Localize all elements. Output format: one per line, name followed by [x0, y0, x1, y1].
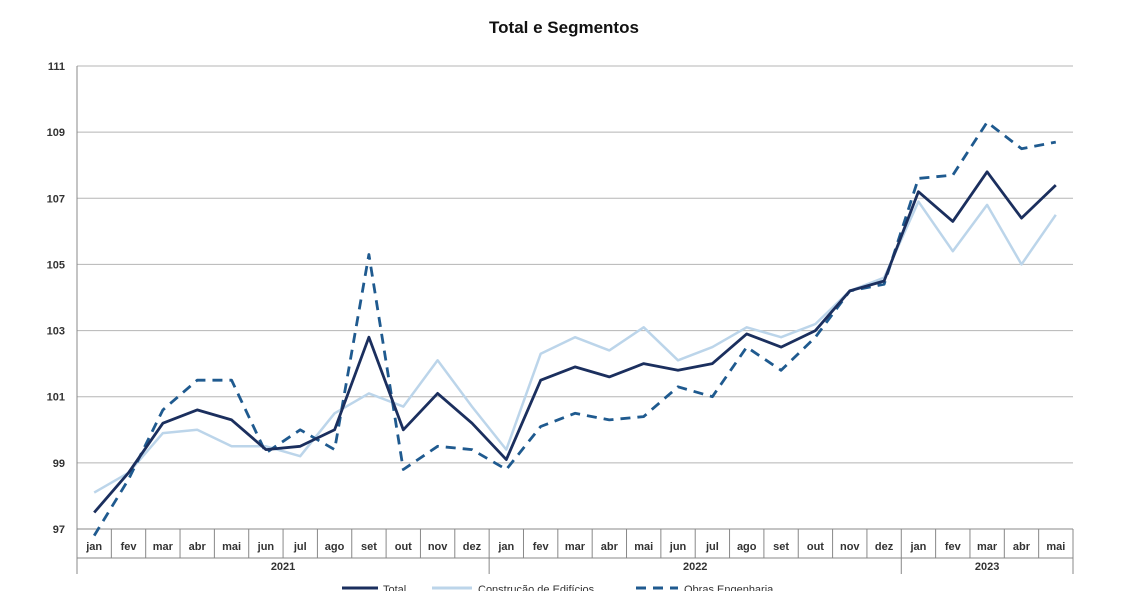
x-tick-label: fev: [121, 541, 138, 553]
y-tick-label: 107: [47, 193, 65, 205]
x-tick-label: out: [395, 541, 412, 553]
gridlines: [77, 65, 1073, 530]
year-label: 2021: [271, 561, 295, 573]
x-tick-label: jan: [85, 541, 102, 553]
year-label: 2022: [683, 561, 707, 573]
chart-title: Total e Segmentos: [489, 18, 639, 37]
x-tick-label: set: [361, 541, 377, 553]
y-tick-label: 97: [53, 524, 65, 536]
series-lines: [93, 120, 1057, 537]
x-tick-label: dez: [875, 541, 894, 553]
series-line-total: [93, 170, 1057, 514]
x-tick-label: abr: [601, 541, 619, 553]
legend-label: Obras Engenharia: [684, 584, 774, 591]
y-tick-label: 105: [47, 259, 65, 271]
x-tick-label: ago: [737, 541, 757, 553]
x-tick-label: jul: [705, 541, 719, 553]
x-tick-label: nov: [840, 541, 860, 553]
legend-label: Total: [383, 584, 406, 591]
x-tick-label: set: [773, 541, 789, 553]
y-tick-label: 111: [48, 61, 65, 73]
x-tick-label: mai: [222, 541, 241, 553]
x-tick-label: mar: [977, 541, 998, 553]
y-axis-ticks: 97 99 101 103 105 107 109 111: [47, 61, 65, 536]
x-tick-label: mai: [1046, 541, 1065, 553]
x-tick-label: jun: [257, 541, 275, 553]
x-tick-label: mar: [153, 541, 174, 553]
x-tick-label: dez: [463, 541, 482, 553]
series-line-obras-engenharia: [93, 120, 1057, 537]
x-tick-label: nov: [428, 541, 448, 553]
legend: Total Construção de Edifícios Obras Engenh…: [342, 584, 774, 591]
x-tick-label: abr: [189, 541, 207, 553]
y-tick-label: 101: [47, 392, 65, 404]
year-label: 2023: [975, 561, 999, 573]
series-line-constru-o-de-edif-cios: [93, 200, 1057, 494]
x-tick-label: mai: [634, 541, 653, 553]
y-tick-label: 109: [47, 127, 65, 139]
y-tick-label: 99: [53, 458, 65, 470]
x-tick-label: mar: [565, 541, 586, 553]
x-tick-label: fev: [533, 541, 550, 553]
x-tick-label: abr: [1013, 541, 1031, 553]
legend-label: Construção de Edifícios: [478, 584, 595, 591]
x-tick-label: jul: [293, 541, 307, 553]
x-tick-label: fev: [945, 541, 962, 553]
x-axis-ticks: jan fev mar abr mai jun jul ago set out nov dez jan f…: [85, 541, 1065, 573]
y-tick-label: 103: [47, 326, 65, 338]
x-tick-label: ago: [325, 541, 345, 553]
x-tick-label: out: [807, 541, 824, 553]
x-tick-label: jun: [669, 541, 687, 553]
axes: [76, 66, 1074, 574]
x-tick-label: jan: [497, 541, 514, 553]
x-tick-label: jan: [909, 541, 926, 553]
